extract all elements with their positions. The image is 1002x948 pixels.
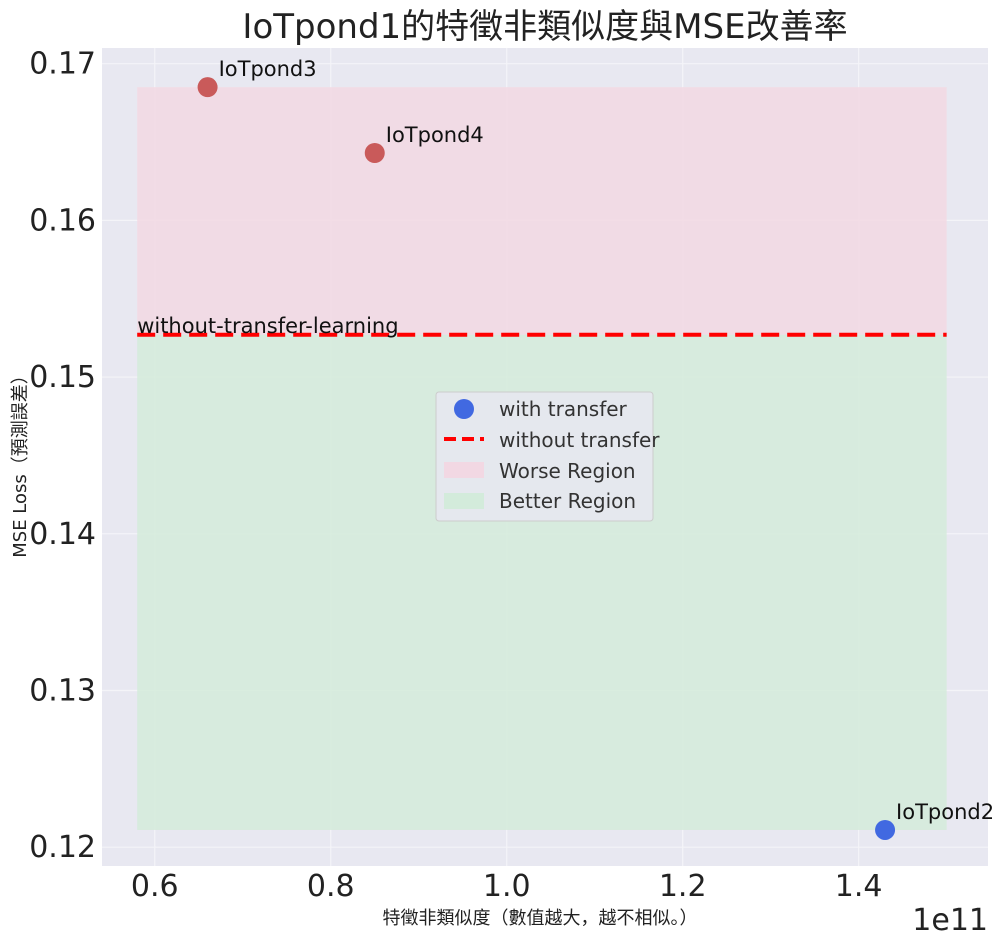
x-tick-label-1: 0.8 <box>307 869 355 904</box>
worse-region <box>137 87 947 335</box>
x-tick-label-0: 0.6 <box>131 869 179 904</box>
point-iotpond3 <box>197 77 218 98</box>
x-tick-label-4: 1.4 <box>835 869 883 904</box>
legend-marker-worse-region <box>444 462 484 478</box>
baseline-label: without-transfer-learning <box>137 314 398 338</box>
chart-title: IoTpond1的特徵非類似度與MSE改善率 <box>242 7 847 47</box>
legend-label-worse-region: Worse Region <box>499 459 636 483</box>
y-tick-label-0: 0.12 <box>29 830 96 865</box>
y-axis-label: MSE Loss（預測誤差） <box>10 366 31 558</box>
x-tick-label-3: 1.2 <box>659 869 707 904</box>
y-tick-label-2: 0.14 <box>29 517 96 552</box>
legend-label-with-transfer: with transfer <box>499 397 628 421</box>
legend-marker-with-transfer <box>454 399 474 419</box>
legend-label-without-transfer: without transfer <box>499 428 660 452</box>
legend-label-better-region: Better Region <box>499 489 636 513</box>
x-ticks: 0.6 0.8 1.0 1.2 1.4 <box>131 869 883 904</box>
x-offset-label: 1e11 <box>912 903 988 938</box>
data-points: IoTpond3 IoTpond4 IoTpond2 <box>197 57 994 840</box>
legend-box <box>435 391 654 522</box>
x-tick-label-2: 1.0 <box>483 869 531 904</box>
legend: with transfer without transfer Worse Reg… <box>435 391 660 522</box>
point-label-iotpond2: IoTpond2 <box>896 800 994 824</box>
y-ticks: 0.12 0.13 0.14 0.15 0.16 0.17 <box>29 47 96 866</box>
y-tick-label-5: 0.17 <box>29 47 96 82</box>
x-axis-label: 特徵非類似度（數值越大，越不相似。） <box>383 908 698 929</box>
legend-marker-better-region <box>444 493 484 509</box>
y-tick-label-4: 0.16 <box>29 203 96 238</box>
point-iotpond4 <box>364 142 385 163</box>
y-tick-label-3: 0.15 <box>29 360 96 395</box>
point-label-iotpond3: IoTpond3 <box>219 57 317 81</box>
point-label-iotpond4: IoTpond4 <box>386 123 484 147</box>
point-iotpond2 <box>875 819 896 840</box>
y-tick-label-1: 0.13 <box>29 673 96 708</box>
